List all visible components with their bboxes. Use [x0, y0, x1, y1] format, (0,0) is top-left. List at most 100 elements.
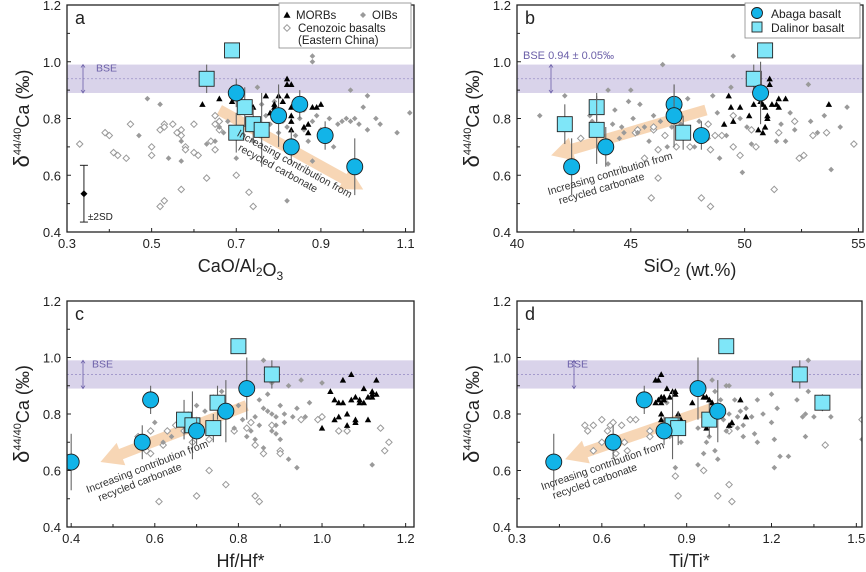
- morb-point: [331, 416, 338, 423]
- oib-point: [289, 414, 296, 420]
- abaga-point: [346, 158, 364, 176]
- morb-point: [288, 118, 295, 124]
- x-tick-label: 0.3: [508, 531, 526, 546]
- y-axis-label-rest: Ca (‰): [463, 365, 483, 423]
- cenozoic-point: [181, 145, 190, 154]
- oib-point: [254, 84, 261, 91]
- y-axis-label: δ44/40Ca (‰): [459, 70, 484, 168]
- cenozoic-point: [583, 427, 592, 435]
- legend-abaga-icon: [751, 7, 763, 19]
- y-tick-label: 0.8: [493, 112, 511, 127]
- morb-point: [775, 103, 782, 110]
- panel-letter: d: [525, 304, 535, 324]
- oib-point: [144, 95, 151, 102]
- cenozoic-point: [725, 480, 733, 489]
- oib-point: [256, 422, 263, 429]
- y-axis-label-sup: 44/40: [462, 423, 474, 451]
- cenozoic-point: [126, 120, 135, 129]
- oib-point: [309, 158, 316, 164]
- x-axis-label-part: Ti/Ti*: [669, 551, 710, 571]
- cenozoic-point: [160, 196, 169, 205]
- oib-point: [807, 118, 814, 125]
- dalinor-point: [588, 121, 605, 138]
- oib-point: [562, 93, 568, 99]
- oib-point: [657, 118, 664, 125]
- abaga-point: [752, 84, 770, 102]
- cenozoic-point: [747, 125, 756, 134]
- oib-point: [739, 169, 746, 176]
- oib-point: [618, 124, 625, 130]
- morb-point: [759, 129, 767, 136]
- cenozoic-point: [215, 125, 224, 134]
- oib-point: [740, 422, 747, 429]
- oib-point: [646, 138, 652, 144]
- morb-point: [288, 112, 295, 119]
- morb-point: [283, 92, 291, 99]
- x-tick-label: 50: [737, 236, 751, 251]
- x-axis-label: Ti/Ti*: [669, 551, 710, 571]
- abaga-point: [142, 391, 160, 409]
- morb-point: [730, 118, 737, 124]
- oib-point: [799, 414, 806, 420]
- oib-point: [740, 433, 747, 440]
- oib-point: [335, 121, 341, 127]
- oib-point: [664, 399, 670, 406]
- morb-point: [283, 81, 291, 88]
- oib-point: [641, 124, 648, 130]
- oib-point: [178, 138, 185, 144]
- oib-point: [377, 121, 383, 127]
- dalinor-point: [236, 99, 253, 116]
- morb-point: [228, 98, 236, 105]
- plot-area: [517, 42, 863, 211]
- morb-point: [279, 98, 287, 105]
- y-axis-label-delta: δ: [9, 451, 34, 463]
- morb-point: [343, 410, 351, 417]
- morb-point: [356, 399, 363, 406]
- y-tick-label: 0.4: [43, 225, 61, 240]
- oib-point: [714, 110, 721, 116]
- oib-point: [301, 127, 307, 133]
- oib-point: [298, 377, 304, 383]
- oib-point: [273, 414, 279, 420]
- morb-point: [327, 388, 334, 394]
- cenozoic-point: [821, 441, 830, 449]
- abaga-point: [188, 422, 206, 440]
- oib-point: [302, 414, 309, 420]
- morb-point: [689, 399, 696, 406]
- oib-point: [802, 433, 809, 440]
- morb-point: [725, 92, 732, 99]
- oib-point: [678, 439, 684, 446]
- morb-point: [727, 103, 735, 110]
- cenozoic-point: [232, 171, 241, 180]
- abaga-point: [133, 433, 151, 451]
- oib-point: [726, 411, 732, 417]
- dalinor-point: [228, 124, 245, 141]
- x-tick-label: 1.2: [762, 531, 780, 546]
- x-tick-label: 0.6: [146, 531, 164, 546]
- oib-point: [754, 397, 761, 403]
- oib-point: [294, 405, 300, 412]
- cenozoic-point: [276, 449, 285, 458]
- x-tick-label: 0.3: [58, 236, 76, 251]
- x-tick-label: 0.9: [678, 531, 696, 546]
- x-axis-label-part: 2: [674, 265, 681, 279]
- cenozoic-point: [168, 120, 177, 129]
- oib-point: [277, 402, 284, 409]
- plot-area: [67, 338, 414, 506]
- cenozoic-point: [617, 421, 626, 430]
- oib-point: [330, 144, 337, 150]
- cenozoic-point: [729, 142, 738, 151]
- x-tick-label: 0.6: [593, 531, 611, 546]
- morb-point: [317, 101, 325, 107]
- cenozoic-point: [597, 415, 606, 424]
- oib-point: [791, 127, 798, 133]
- morb-point: [348, 396, 355, 403]
- cenozoic-point: [230, 427, 239, 435]
- y-tick-label: 0.8: [493, 407, 511, 422]
- morb-point: [262, 92, 270, 99]
- morb-point: [305, 129, 312, 136]
- oib-point: [252, 414, 258, 420]
- oib-point: [364, 127, 371, 133]
- y-axis-label-sup: 44/40: [12, 423, 24, 451]
